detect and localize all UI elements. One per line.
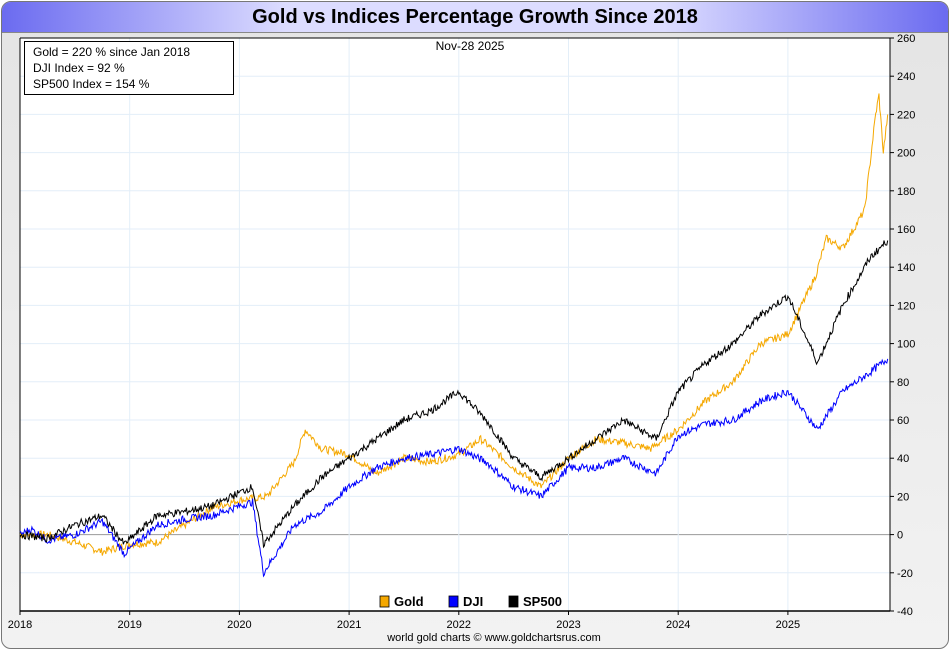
y-tick-label: 140 (897, 262, 915, 274)
legend-swatch-dji (448, 595, 459, 608)
y-tick-label: 0 (897, 530, 903, 542)
legend-swatch-sp500 (508, 595, 519, 608)
legend-swatch-gold (379, 595, 390, 608)
legend-label-sp500: SP500 (523, 594, 562, 609)
y-tick-label: 240 (897, 71, 915, 83)
y-tick-label: 260 (897, 33, 915, 45)
summary-box: Gold = 220 % since Jan 2018 DJI Index = … (24, 41, 234, 95)
summary-sp500: SP500 Index = 154 % (33, 77, 150, 91)
y-tick-label: -20 (897, 568, 913, 580)
y-tick-label: 40 (897, 453, 909, 465)
series-line-dji (19, 358, 889, 578)
y-tick-label: 20 (897, 491, 909, 503)
chart-title: Gold vs Indices Percentage Growth Since … (2, 2, 948, 33)
y-tick-label: 80 (897, 377, 909, 389)
x-tick-label: 2024 (666, 619, 690, 631)
x-tick-label: 2018 (8, 619, 32, 631)
x-tick-label: 2023 (556, 619, 580, 631)
x-tick-label: 2019 (117, 619, 141, 631)
y-tick-label: -40 (897, 606, 913, 618)
x-tick-label: 2021 (337, 619, 361, 631)
summary-dji: DJI Index = 92 % (33, 61, 125, 75)
legend-label-dji: DJI (463, 594, 483, 609)
series-line-gold (19, 93, 889, 556)
y-tick-label: 200 (897, 148, 915, 160)
x-tick-label: 2025 (776, 619, 800, 631)
series-line-sp500 (19, 240, 889, 549)
y-tick-label: 100 (897, 339, 915, 351)
x-tick-label: 2020 (227, 619, 251, 631)
y-tick-label: 120 (897, 300, 915, 312)
legend-label-gold: Gold (394, 594, 424, 609)
y-tick-label: 220 (897, 109, 915, 121)
summary-gold: Gold = 220 % since Jan 2018 (33, 45, 191, 59)
x-tick-label: 2022 (447, 619, 471, 631)
credit-text: world gold charts © www.goldchartsrus.co… (386, 632, 601, 644)
date-label: Nov-28 2025 (436, 39, 505, 53)
y-tick-label: 60 (897, 415, 909, 427)
y-tick-label: 180 (897, 186, 915, 198)
y-tick-label: 160 (897, 224, 915, 236)
plot-area (20, 38, 890, 611)
